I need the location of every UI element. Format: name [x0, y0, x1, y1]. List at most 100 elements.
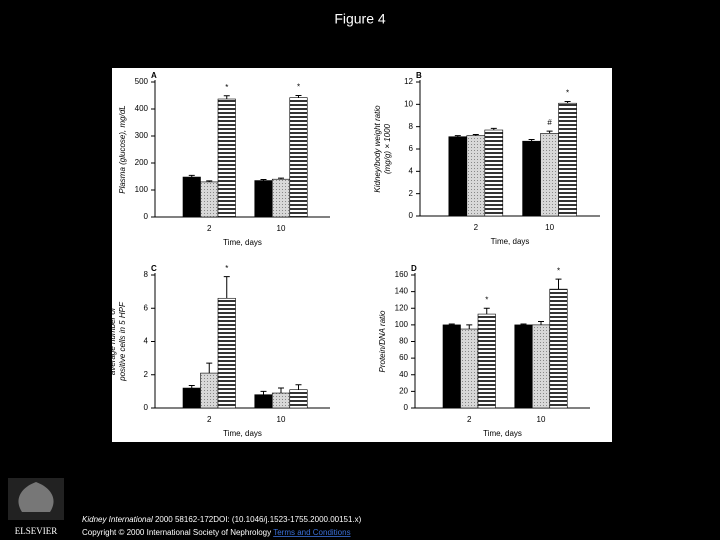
error-bar — [466, 324, 473, 330]
y-tick-label: 120 — [395, 303, 409, 312]
panel-letter: B — [416, 71, 422, 80]
error-bar — [448, 323, 455, 325]
x-tick-label: 2 — [207, 415, 212, 424]
bar — [540, 133, 559, 217]
annotation: * — [225, 83, 228, 92]
panel-letter: C — [151, 264, 157, 273]
bar — [558, 102, 577, 217]
bar — [484, 129, 504, 217]
error-bar — [223, 276, 230, 299]
bar — [466, 135, 486, 217]
error-bar — [555, 278, 562, 290]
y-tick-label: 20 — [399, 386, 408, 395]
citation-text: 2000 58162-172DOI: (10.1046/j.1523-1755.… — [155, 515, 362, 524]
annotation: * — [566, 89, 569, 98]
logo: ELSEVIER — [8, 478, 64, 536]
bar — [271, 178, 291, 218]
y-axis-label: average number of — [108, 307, 117, 375]
bar — [460, 328, 479, 409]
error-bar — [260, 178, 267, 181]
copyright-text: Copyright © 2000 International Society o… — [82, 528, 271, 537]
x-tick-label: 10 — [545, 223, 554, 232]
bar — [217, 98, 236, 218]
x-axis-label: Time, days — [223, 429, 262, 438]
error-bar — [278, 177, 284, 180]
error-bar — [188, 385, 195, 389]
bar — [182, 387, 201, 409]
y-tick-label: 300 — [135, 131, 149, 140]
x-tick-label: 2 — [474, 223, 479, 232]
y-tick-label: 6 — [409, 144, 414, 153]
x-axis-label: Time, days — [483, 429, 522, 438]
bar — [200, 372, 219, 409]
bar — [514, 324, 533, 409]
y-tick-label: 160 — [395, 270, 409, 279]
y-tick-label: 8 — [144, 270, 149, 279]
error-bar — [260, 390, 267, 395]
x-tick-label: 2 — [207, 224, 212, 233]
journal: Kidney International — [82, 515, 153, 524]
annotation: * — [485, 295, 488, 304]
y-tick-label: 0 — [144, 212, 149, 221]
y-tick-label: 500 — [135, 77, 149, 86]
error-bar — [454, 135, 461, 137]
error-bar — [538, 321, 544, 325]
y-axis-label: Kidney/body weight ratio — [373, 105, 382, 193]
panel-letter: A — [151, 71, 157, 80]
error-bar — [206, 180, 213, 182]
bar — [477, 313, 496, 409]
terms-link[interactable]: Terms and Conditions — [273, 528, 350, 537]
y-tick-label: 4 — [144, 337, 149, 346]
y-tick-label: 6 — [144, 303, 149, 312]
annotation: * — [297, 83, 300, 92]
bar — [531, 324, 551, 409]
bar — [254, 180, 273, 218]
bar — [522, 140, 541, 217]
y-tick-label: 80 — [399, 337, 408, 346]
y-tick-label: 8 — [409, 122, 414, 131]
error-bar — [564, 101, 571, 104]
y-tick-label: 100 — [395, 320, 409, 329]
citation: Kidney International 2000 58162-172DOI: … — [82, 515, 362, 524]
x-tick-label: 10 — [537, 415, 546, 424]
error-bar — [472, 133, 479, 136]
y-tick-label: 40 — [399, 370, 408, 379]
error-bar — [295, 95, 302, 98]
y-axis-label: Plasma (glucose), mg/dL — [118, 105, 127, 193]
y-tick-label: 10 — [404, 99, 413, 108]
y-tick-label: 0 — [404, 403, 409, 412]
error-bar — [188, 174, 195, 178]
y-tick-label: 12 — [404, 77, 413, 86]
error-bar — [206, 362, 213, 374]
y-axis-label: (mg/g) × 1000 — [383, 123, 392, 174]
error-bar — [520, 323, 527, 325]
logo-text: ELSEVIER — [15, 526, 58, 536]
x-axis-label: Time, days — [491, 237, 530, 246]
bar — [289, 97, 308, 218]
bar — [289, 389, 308, 409]
y-tick-label: 140 — [395, 287, 409, 296]
error-bar — [483, 307, 490, 315]
y-tick-label: 60 — [399, 353, 408, 362]
annotation: * — [225, 264, 228, 273]
error-bar — [295, 384, 302, 390]
bar — [549, 288, 568, 409]
y-tick-label: 100 — [135, 185, 149, 194]
bar — [254, 394, 273, 409]
annotation: # — [547, 118, 552, 127]
bar — [448, 136, 468, 217]
bar — [442, 324, 461, 409]
error-bar — [546, 130, 553, 134]
y-axis-label: Protein/DNA ratio — [378, 310, 387, 373]
y-tick-label: 400 — [135, 104, 149, 113]
y-tick-label: 2 — [144, 370, 149, 379]
y-tick-label: 4 — [409, 166, 414, 175]
x-tick-label: 10 — [277, 224, 286, 233]
error-bar — [528, 139, 535, 142]
annotation: * — [557, 266, 560, 275]
y-tick-label: 2 — [409, 189, 414, 198]
bar — [217, 297, 236, 409]
x-tick-label: 10 — [277, 415, 286, 424]
